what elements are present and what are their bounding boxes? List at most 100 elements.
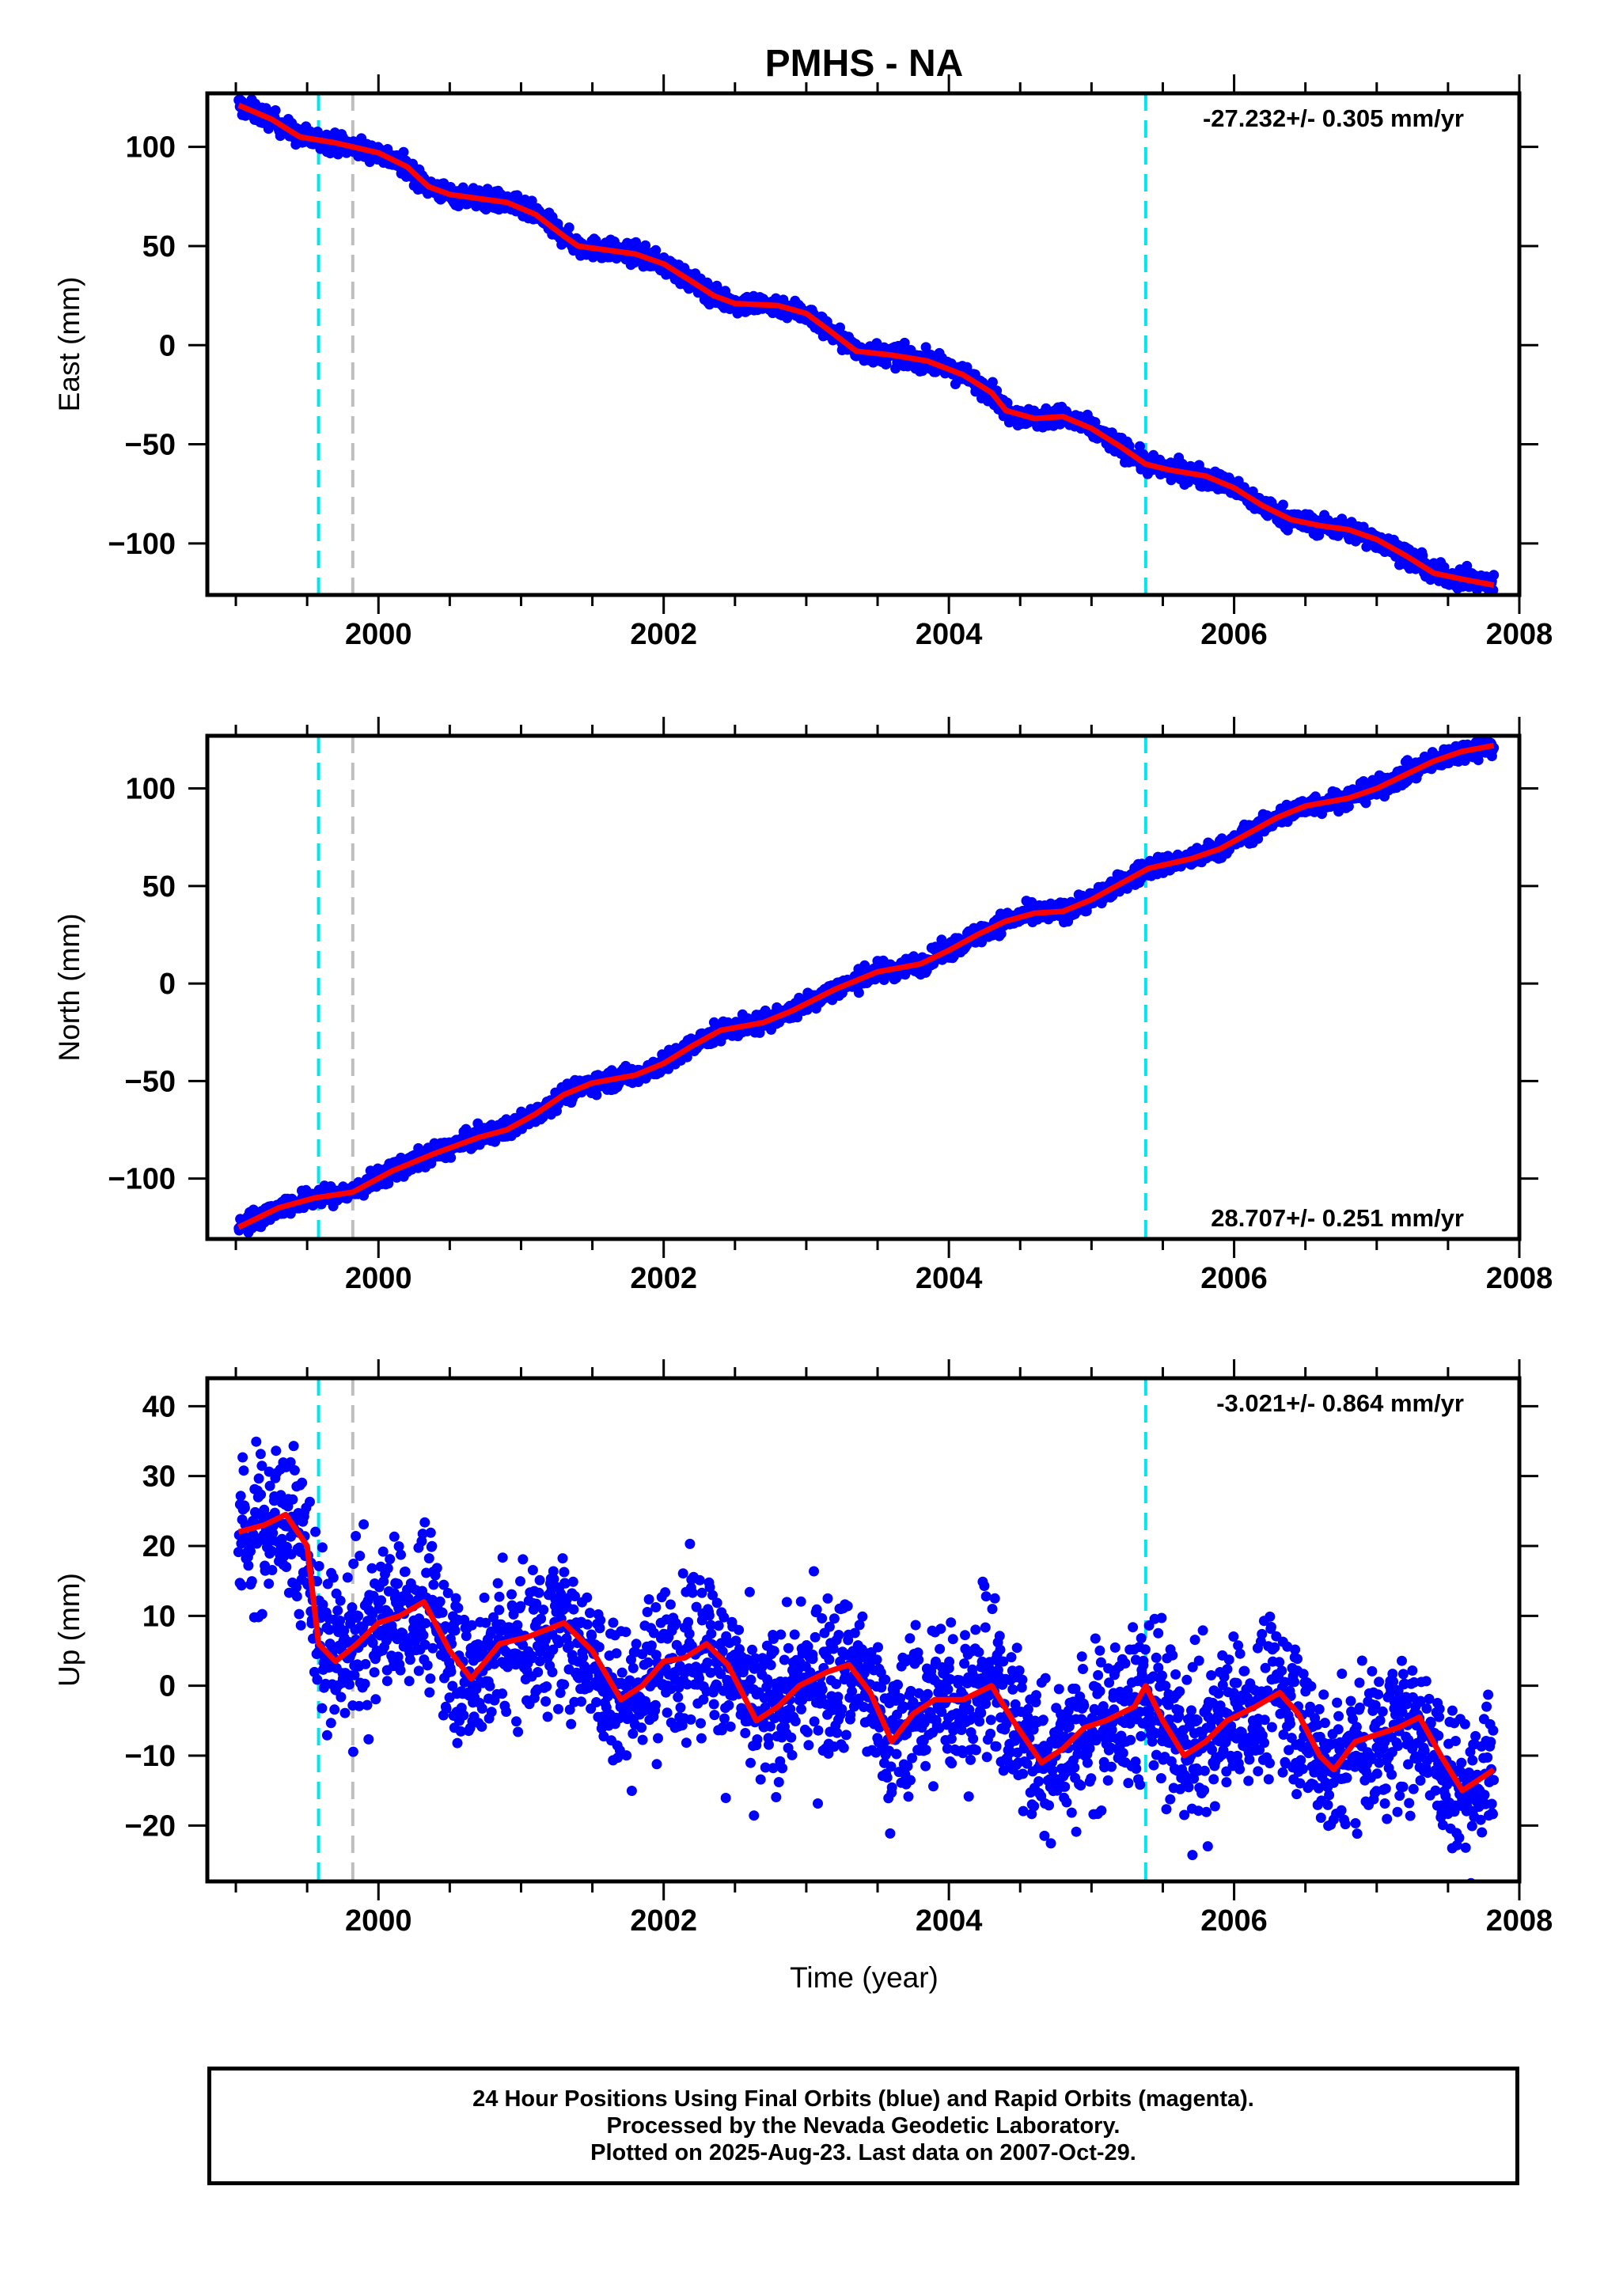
- observation-point: [317, 1599, 328, 1610]
- observation-point: [1090, 417, 1101, 428]
- observation-point: [325, 1718, 336, 1729]
- observation-point: [591, 1089, 602, 1101]
- observation-point: [389, 1531, 400, 1542]
- observation-point: [835, 322, 845, 333]
- observation-point: [259, 1504, 270, 1515]
- observation-point: [360, 1658, 371, 1669]
- observation-point: [294, 1608, 305, 1620]
- observation-point: [1253, 833, 1264, 844]
- observation-point: [255, 1449, 266, 1460]
- observation-point: [859, 960, 870, 971]
- velocity-label: -27.232+/- 0.305 mm/yr: [1203, 104, 1464, 132]
- observation-point: [235, 1491, 246, 1502]
- observation-point: [287, 1494, 298, 1505]
- model-curve: [237, 742, 1495, 1230]
- observation-point: [428, 1579, 439, 1590]
- observation-point: [256, 1608, 267, 1620]
- x-tick-label: 2002: [630, 618, 697, 651]
- observation-point: [400, 1567, 411, 1577]
- observation-point: [317, 1542, 328, 1553]
- observation-point: [434, 1596, 446, 1607]
- observation-point: [427, 1642, 438, 1654]
- x-tick-label: 2004: [916, 1262, 983, 1295]
- observation-point: [396, 1549, 406, 1560]
- observation-point: [328, 1572, 339, 1583]
- observation-point: [233, 1547, 244, 1558]
- x-tick-label: 2008: [1486, 618, 1553, 651]
- y-tick-label: −100: [108, 528, 176, 561]
- observation-point: [442, 1588, 453, 1598]
- y-tick-label: −50: [125, 429, 176, 462]
- observation-point: [339, 1707, 351, 1718]
- x-tick-label: 2000: [345, 618, 412, 651]
- observation-point: [359, 1678, 370, 1689]
- chart-title: PMHS - NA: [765, 43, 964, 85]
- observation-point: [329, 1704, 340, 1715]
- observation-point: [431, 1563, 442, 1574]
- observation-point: [310, 1526, 321, 1537]
- observation-point: [267, 1528, 279, 1539]
- y-tick-label: 50: [142, 230, 176, 263]
- observation-point: [425, 1673, 436, 1684]
- observation-point: [283, 1587, 294, 1598]
- observation-point: [382, 1563, 393, 1574]
- observation-point: [271, 1445, 282, 1457]
- observation-point: [423, 1553, 434, 1564]
- observation-point: [245, 1546, 256, 1557]
- observation-point: [355, 1551, 366, 1561]
- observation-point: [281, 1562, 292, 1572]
- observation-point: [312, 1674, 323, 1685]
- y-tick-label: −50: [125, 1065, 176, 1098]
- observation-point: [447, 1680, 458, 1692]
- observation-point: [347, 1746, 358, 1757]
- observation-point: [446, 1152, 457, 1163]
- observation-point: [376, 1595, 387, 1606]
- observation-point: [367, 1638, 378, 1648]
- observation-point: [385, 1554, 396, 1565]
- observation-point: [295, 1620, 306, 1631]
- observation-point: [418, 1630, 429, 1641]
- observation-point: [369, 1667, 380, 1678]
- observation-point: [1488, 585, 1499, 595]
- observation-point: [236, 1580, 247, 1591]
- observation-point: [332, 1605, 343, 1616]
- observation-point: [995, 928, 1007, 939]
- y-axis-label: North (mm): [53, 913, 85, 1061]
- observation-point: [987, 377, 998, 388]
- observation-point: [392, 1651, 404, 1662]
- observation-point: [422, 1660, 433, 1671]
- x-tick-label: 2002: [630, 1262, 697, 1295]
- observation-point: [419, 1639, 430, 1650]
- observation-point: [324, 1624, 335, 1635]
- y-tick-label: 100: [126, 131, 176, 165]
- observation-point: [264, 1480, 275, 1491]
- observation-point: [363, 1733, 374, 1745]
- observation-point: [446, 1666, 457, 1677]
- observation-point: [246, 1576, 257, 1587]
- observation-point: [377, 1546, 389, 1557]
- observation-point: [256, 1461, 267, 1472]
- observation-point: [291, 1591, 302, 1602]
- observation-point: [420, 1618, 431, 1629]
- observation-point: [1488, 570, 1500, 581]
- observation-point: [650, 244, 662, 256]
- observation-point: [413, 1665, 424, 1677]
- observation-point: [264, 1578, 275, 1589]
- observation-point: [404, 1676, 415, 1687]
- observation-point: [563, 222, 574, 233]
- observation-point: [424, 1687, 435, 1698]
- observation-point: [336, 1692, 347, 1703]
- observation-point: [427, 1594, 438, 1605]
- observation-point: [1134, 441, 1145, 452]
- observation-point: [362, 1699, 373, 1711]
- observation-point: [243, 1560, 254, 1571]
- observation-point: [317, 1703, 328, 1714]
- observation-point: [349, 1669, 360, 1680]
- observation-point: [351, 1531, 362, 1541]
- observation-point: [342, 1572, 353, 1583]
- y-tick-label: 100: [126, 773, 176, 806]
- observation-point: [425, 1527, 436, 1538]
